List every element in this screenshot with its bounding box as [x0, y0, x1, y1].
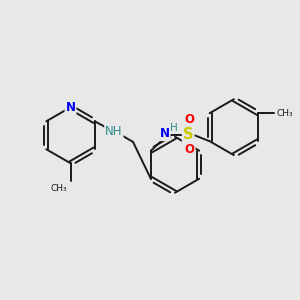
- Text: S: S: [183, 127, 194, 142]
- Text: CH₃: CH₃: [277, 109, 293, 118]
- Text: O: O: [185, 113, 195, 126]
- Text: O: O: [185, 143, 195, 156]
- Text: CH₃: CH₃: [50, 184, 67, 194]
- Text: NH: NH: [105, 125, 123, 138]
- Text: H: H: [169, 123, 177, 133]
- Text: N: N: [65, 101, 76, 114]
- Text: N: N: [160, 127, 170, 140]
